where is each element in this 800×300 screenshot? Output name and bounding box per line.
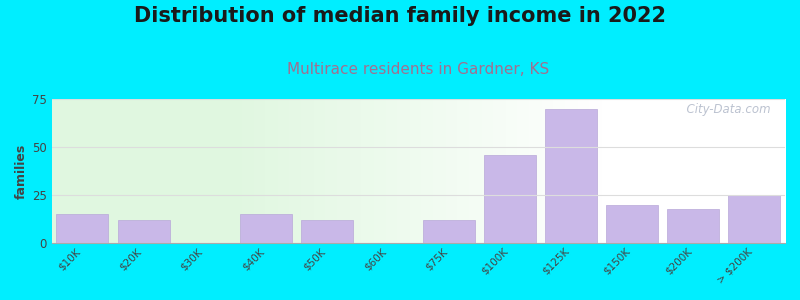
Bar [667,209,719,243]
Bar [240,214,292,243]
Bar [606,205,658,243]
Bar [484,155,536,243]
Y-axis label: families: families [15,143,28,199]
Text: City-Data.com: City-Data.com [678,103,770,116]
Bar [118,220,170,243]
Text: Distribution of median family income in 2022: Distribution of median family income in … [134,6,666,26]
Bar [57,214,109,243]
Bar [729,195,781,243]
Title: Multirace residents in Gardner, KS: Multirace residents in Gardner, KS [287,62,550,77]
Bar [546,109,597,243]
Bar [423,220,475,243]
Bar [301,220,353,243]
